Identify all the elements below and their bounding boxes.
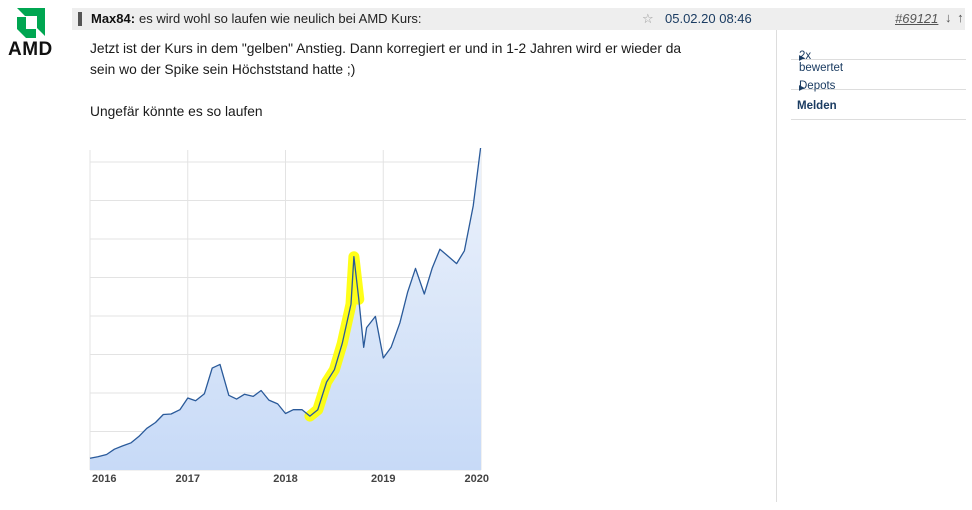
chart-x-tick-label: 2018 [273, 473, 297, 485]
amd-logo-mark-icon [17, 8, 45, 38]
post-body: Jetzt ist der Kurs in dem "gelben" Ansti… [90, 38, 740, 122]
sidebar-item-bewertet[interactable]: ▸ 2x bewertet [791, 30, 966, 74]
chart-x-tick-label: 2016 [92, 473, 116, 485]
chart-x-axis: 2016 2017 2018 2019 2020 [92, 473, 489, 485]
chart-x-tick-label: 2017 [176, 473, 200, 485]
sidebar-item-depots[interactable]: ▸ Depots [791, 60, 966, 94]
post-id-link[interactable]: #69121 [895, 11, 939, 26]
post-header-marker [78, 12, 82, 26]
post-date: 05.02.20 08:46 [665, 11, 752, 26]
caret-right-icon: ▸ [799, 82, 805, 94]
post-sidebar: ▸ 2x bewertet ▸ Depots Melden [776, 30, 972, 502]
stock-chart-image: 2016 2017 2018 2019 2020 [88, 144, 492, 488]
sidebar-item-melden[interactable]: Melden [791, 90, 966, 120]
chart-area-fill [90, 144, 481, 470]
post-navigation: ↓ ↑ [943, 10, 964, 25]
stock-chart: 2016 2017 2018 2019 2020 [89, 144, 489, 485]
arrow-up-icon[interactable]: ↑ [957, 10, 964, 25]
chart-price-line [89, 144, 482, 459]
sidebar-item-label: Melden [797, 100, 837, 112]
post-subject: es wird wohl so laufen wie neulich bei A… [139, 11, 422, 26]
post-header: Max84: es wird wohl so laufen wie neulic… [72, 8, 965, 30]
post-body-line: Ungefär könnte es so laufen [90, 104, 263, 119]
chart-x-tick-label: 2019 [371, 473, 395, 485]
post-body-line: sein wo der Spike sein Höchststand hatte… [90, 62, 356, 77]
amd-logo: AMD [8, 8, 58, 60]
caret-right-icon: ▸ [799, 52, 805, 64]
sidebar-item-label: 2x bewertet [799, 50, 844, 74]
post-author[interactable]: Max84: [91, 11, 136, 26]
arrow-down-icon[interactable]: ↓ [945, 10, 952, 25]
chart-x-tick-label: 2020 [465, 473, 489, 485]
amd-logo-text: AMD [8, 39, 53, 60]
star-icon[interactable]: ☆ [642, 11, 654, 26]
sidebar-item-label: Depots [799, 80, 836, 92]
post-body-line: Jetzt ist der Kurs in dem "gelben" Ansti… [90, 41, 682, 56]
